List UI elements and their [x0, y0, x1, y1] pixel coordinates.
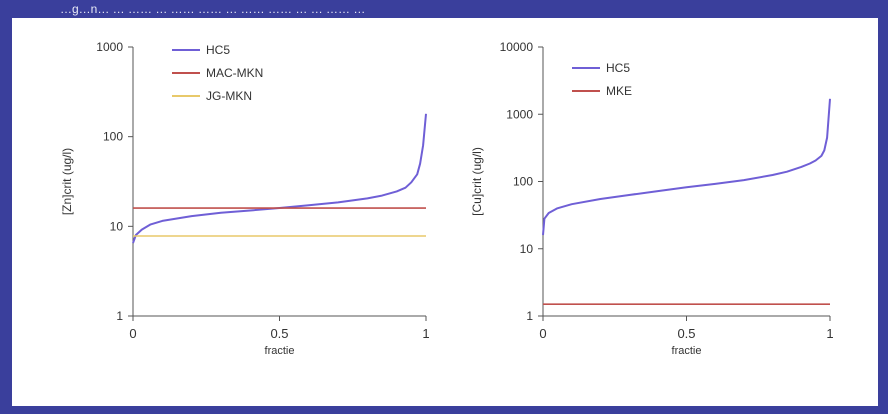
- y-tick-label: 100: [103, 130, 123, 144]
- y-tick-label: 1000: [96, 40, 123, 54]
- x-tick-label: 0: [129, 326, 136, 341]
- x-axis-label: fractie: [265, 345, 295, 357]
- x-tick-label: 0.5: [270, 326, 288, 341]
- y-tick-label: 1: [116, 309, 123, 323]
- series-line-hc5: [132, 113, 427, 244]
- legend-label-hc5: HC5: [606, 61, 630, 75]
- y-tick-label: 10000: [500, 40, 534, 54]
- x-axis-label: fractie: [672, 345, 702, 357]
- legend-label-jg-mkn: JG-MKN: [206, 89, 252, 103]
- y-tick-label: 100: [513, 175, 533, 189]
- series-line-hc5: [542, 98, 831, 236]
- x-tick-label: 0.5: [677, 326, 695, 341]
- header-strip: …g…n… … …… … …… …… … …… …… … … …… …: [0, 0, 888, 18]
- legend-label-hc5: HC5: [206, 43, 230, 57]
- y-tick-label: 1: [526, 309, 533, 323]
- y-axis-label: [Cu]crit (ug/l): [470, 147, 484, 216]
- legend-label-mac-mkn: MAC-MKN: [206, 66, 263, 80]
- legend-label-mke: MKE: [606, 84, 632, 98]
- x-tick-label: 1: [826, 326, 833, 341]
- x-tick-label: 1: [422, 326, 429, 341]
- y-tick-label: 10: [520, 242, 534, 256]
- header-caption: …g…n… … …… … …… …… … …… …… … … …… …: [60, 2, 366, 16]
- x-tick-label: 0: [539, 326, 546, 341]
- figure-panel: 1 10 100 1000 0 0.5 1 fractie [Zn]crit (ug/l) HC5…: [12, 18, 878, 406]
- y-tick-label: 1000: [506, 107, 533, 121]
- y-tick-label: 10: [110, 219, 124, 233]
- y-axis-label: [Zn]crit (ug/l): [60, 148, 74, 215]
